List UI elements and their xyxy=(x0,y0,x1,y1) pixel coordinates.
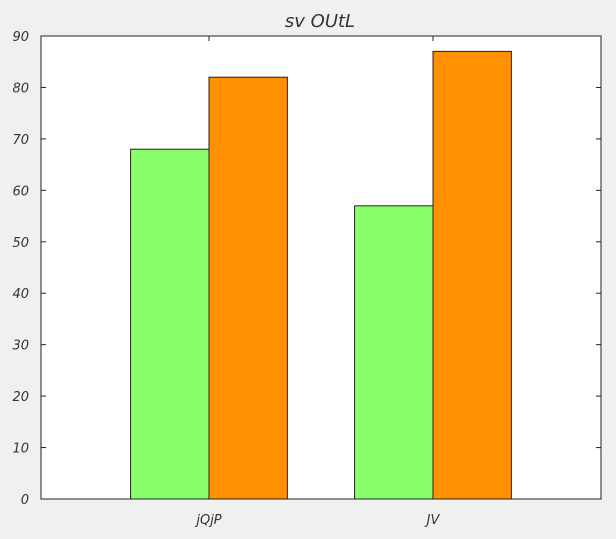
bar-jQjP-2 xyxy=(208,76,288,500)
y-tick-label-70: 70 xyxy=(12,133,29,148)
bar-JV-2 xyxy=(432,50,512,500)
bar-JV-1 xyxy=(354,205,434,500)
y-tick-label-30: 30 xyxy=(12,339,29,354)
bars-layer xyxy=(130,50,512,500)
bar-jQjP-1 xyxy=(130,148,210,500)
x-tick-label-jQjP: jQjP xyxy=(194,513,221,528)
chart-title: sv OUtL xyxy=(285,11,355,32)
y-tick-label-50: 50 xyxy=(12,236,29,251)
plot-area xyxy=(41,36,601,499)
y-tick-label-0: 0 xyxy=(21,493,29,508)
y-tick-label-80: 80 xyxy=(12,81,29,96)
y-tick-label-40: 40 xyxy=(12,287,29,302)
y-tick-label-20: 20 xyxy=(12,390,29,405)
x-tick-label-JV: JV xyxy=(424,513,441,528)
plot-frame xyxy=(40,35,602,500)
y-tick-label-90: 90 xyxy=(12,30,29,45)
y-tick-label-60: 60 xyxy=(12,184,29,199)
ticks-layer: jQjP JV 0 10 20 30 40 50 60 70 80 90 xyxy=(12,30,601,528)
y-tick-label-10: 10 xyxy=(12,442,29,457)
